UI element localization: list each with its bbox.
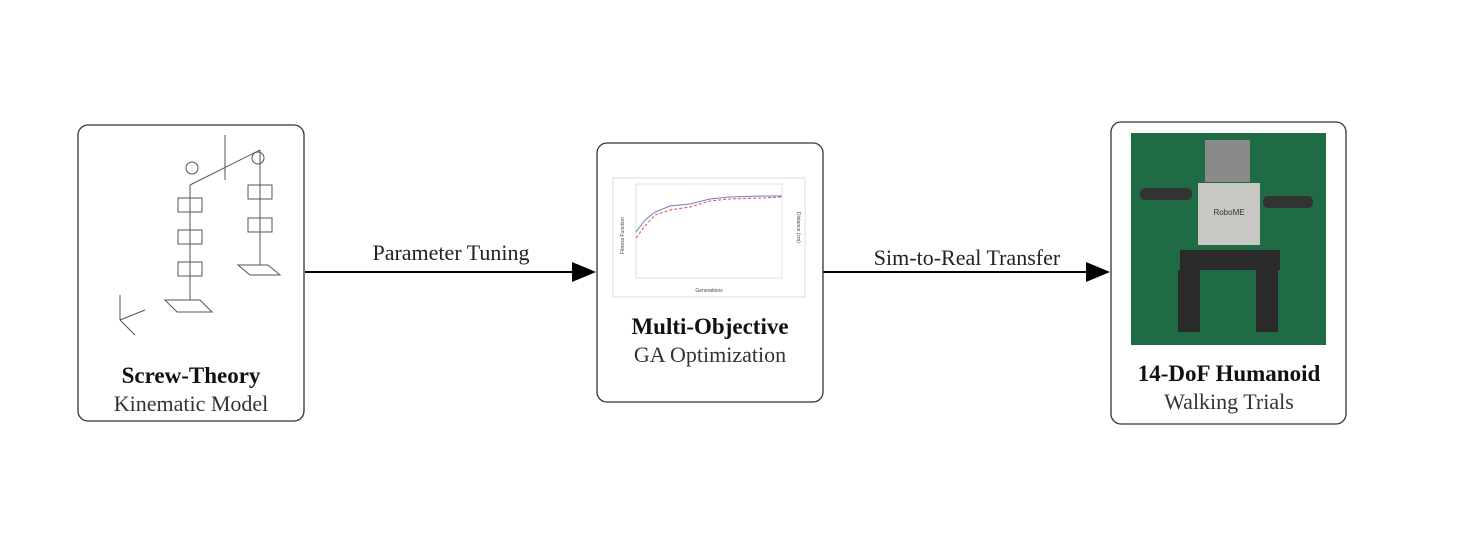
edge: Sim-to-Real Transfer: [823, 245, 1110, 282]
edge: Parameter Tuning: [305, 240, 596, 282]
node-title: Multi-Objective: [631, 314, 788, 339]
figure-label: Distance (cm): [795, 212, 801, 243]
figure-label: Fitness Function: [620, 217, 626, 254]
robot-photo: RoboME: [1131, 133, 1326, 345]
node-subtitle: Walking Trials: [1164, 389, 1294, 414]
edge-label: Sim-to-Real Transfer: [874, 245, 1061, 270]
node-title: Screw-Theory: [122, 363, 261, 388]
node-title: 14-DoF Humanoid: [1138, 361, 1321, 386]
kinematic-figure: [119, 135, 282, 336]
node: RoboME 14-DoF Humanoid Walking Trials: [1110, 121, 1347, 425]
node-subtitle: Kinematic Model: [114, 391, 269, 416]
figure-label: RoboME: [1213, 208, 1244, 217]
node-subtitle: GA Optimization: [634, 342, 786, 367]
figure-label: Generations: [695, 288, 723, 294]
ga-figure: Fitness Function Distance (cm) Generatio…: [612, 177, 806, 298]
edge-label: Parameter Tuning: [372, 240, 529, 265]
node: Fitness Function Distance (cm) Generatio…: [596, 142, 824, 403]
node: Screw-Theory Kinematic Model: [77, 124, 305, 422]
